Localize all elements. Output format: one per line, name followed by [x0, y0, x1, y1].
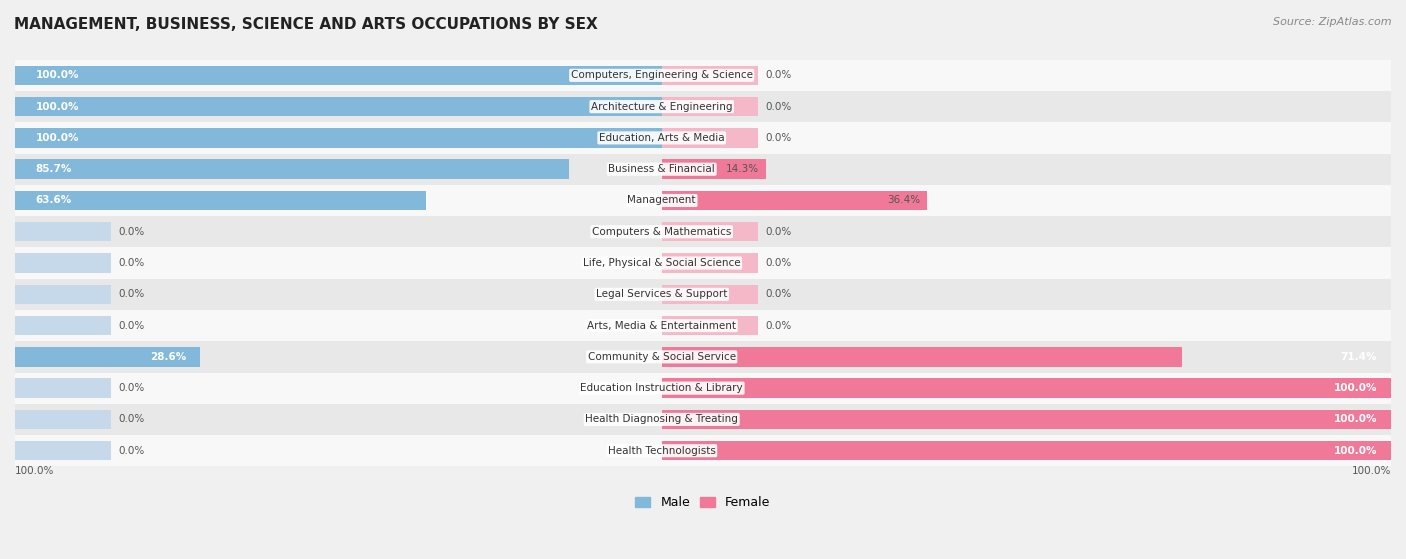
Bar: [15, 372, 1391, 404]
Text: Computers & Mathematics: Computers & Mathematics: [592, 227, 731, 237]
Text: 71.4%: 71.4%: [1341, 352, 1378, 362]
Text: 14.3%: 14.3%: [725, 164, 759, 174]
Bar: [15, 316, 111, 335]
Bar: [662, 159, 766, 179]
Text: 0.0%: 0.0%: [765, 290, 792, 299]
Bar: [15, 341, 1391, 372]
Text: 100.0%: 100.0%: [15, 466, 55, 476]
Text: 28.6%: 28.6%: [150, 352, 186, 362]
Text: MANAGEMENT, BUSINESS, SCIENCE AND ARTS OCCUPATIONS BY SEX: MANAGEMENT, BUSINESS, SCIENCE AND ARTS O…: [14, 17, 598, 32]
Text: 0.0%: 0.0%: [118, 414, 145, 424]
Text: Life, Physical & Social Science: Life, Physical & Social Science: [583, 258, 741, 268]
Bar: [15, 60, 1391, 91]
Text: Computers, Engineering & Science: Computers, Engineering & Science: [571, 70, 752, 80]
Legend: Male, Female: Male, Female: [631, 492, 775, 513]
Text: 63.6%: 63.6%: [35, 196, 72, 206]
Bar: [662, 222, 758, 241]
Text: 0.0%: 0.0%: [765, 70, 792, 80]
Text: Legal Services & Support: Legal Services & Support: [596, 290, 727, 299]
Text: Source: ZipAtlas.com: Source: ZipAtlas.com: [1274, 17, 1392, 27]
Text: Education Instruction & Library: Education Instruction & Library: [581, 383, 742, 393]
Bar: [15, 97, 662, 116]
Bar: [15, 378, 111, 398]
Bar: [15, 222, 111, 241]
Text: 0.0%: 0.0%: [765, 102, 792, 112]
Bar: [662, 316, 758, 335]
Text: 0.0%: 0.0%: [118, 290, 145, 299]
Bar: [662, 128, 758, 148]
Text: Management: Management: [627, 196, 696, 206]
Bar: [662, 378, 1391, 398]
Text: 0.0%: 0.0%: [118, 446, 145, 456]
Text: Community & Social Service: Community & Social Service: [588, 352, 735, 362]
Bar: [15, 122, 1391, 154]
Text: Education, Arts & Media: Education, Arts & Media: [599, 133, 724, 143]
Text: Health Diagnosing & Treating: Health Diagnosing & Treating: [585, 414, 738, 424]
Text: 100.0%: 100.0%: [35, 102, 79, 112]
Text: 36.4%: 36.4%: [887, 196, 921, 206]
Bar: [662, 347, 1182, 367]
Bar: [15, 91, 1391, 122]
Bar: [662, 253, 758, 273]
Bar: [15, 128, 662, 148]
Bar: [15, 253, 111, 273]
Bar: [15, 404, 1391, 435]
Text: 100.0%: 100.0%: [35, 133, 79, 143]
Bar: [15, 435, 1391, 466]
Bar: [662, 441, 1391, 461]
Text: 0.0%: 0.0%: [118, 258, 145, 268]
Text: Arts, Media & Entertainment: Arts, Media & Entertainment: [588, 321, 737, 330]
Text: 0.0%: 0.0%: [118, 227, 145, 237]
Text: 0.0%: 0.0%: [765, 133, 792, 143]
Bar: [15, 159, 569, 179]
Text: Architecture & Engineering: Architecture & Engineering: [591, 102, 733, 112]
Bar: [15, 216, 1391, 248]
Bar: [15, 410, 111, 429]
Bar: [662, 191, 927, 210]
Text: 100.0%: 100.0%: [1334, 414, 1378, 424]
Bar: [15, 310, 1391, 341]
Text: Business & Financial: Business & Financial: [609, 164, 716, 174]
Text: 100.0%: 100.0%: [35, 70, 79, 80]
Text: 0.0%: 0.0%: [118, 383, 145, 393]
Text: 100.0%: 100.0%: [1334, 383, 1378, 393]
Text: 0.0%: 0.0%: [765, 321, 792, 330]
Bar: [15, 285, 111, 304]
Bar: [15, 65, 662, 85]
Bar: [15, 441, 111, 461]
Bar: [15, 191, 426, 210]
Bar: [15, 248, 1391, 279]
Text: 100.0%: 100.0%: [1334, 446, 1378, 456]
Text: Health Technologists: Health Technologists: [607, 446, 716, 456]
Bar: [15, 279, 1391, 310]
Bar: [662, 97, 758, 116]
Bar: [662, 410, 1391, 429]
Text: 0.0%: 0.0%: [765, 258, 792, 268]
Bar: [662, 285, 758, 304]
Text: 85.7%: 85.7%: [35, 164, 72, 174]
Text: 0.0%: 0.0%: [765, 227, 792, 237]
Text: 0.0%: 0.0%: [118, 321, 145, 330]
Text: 100.0%: 100.0%: [1351, 466, 1391, 476]
Bar: [15, 347, 200, 367]
Bar: [15, 154, 1391, 185]
Bar: [15, 185, 1391, 216]
Bar: [662, 65, 758, 85]
